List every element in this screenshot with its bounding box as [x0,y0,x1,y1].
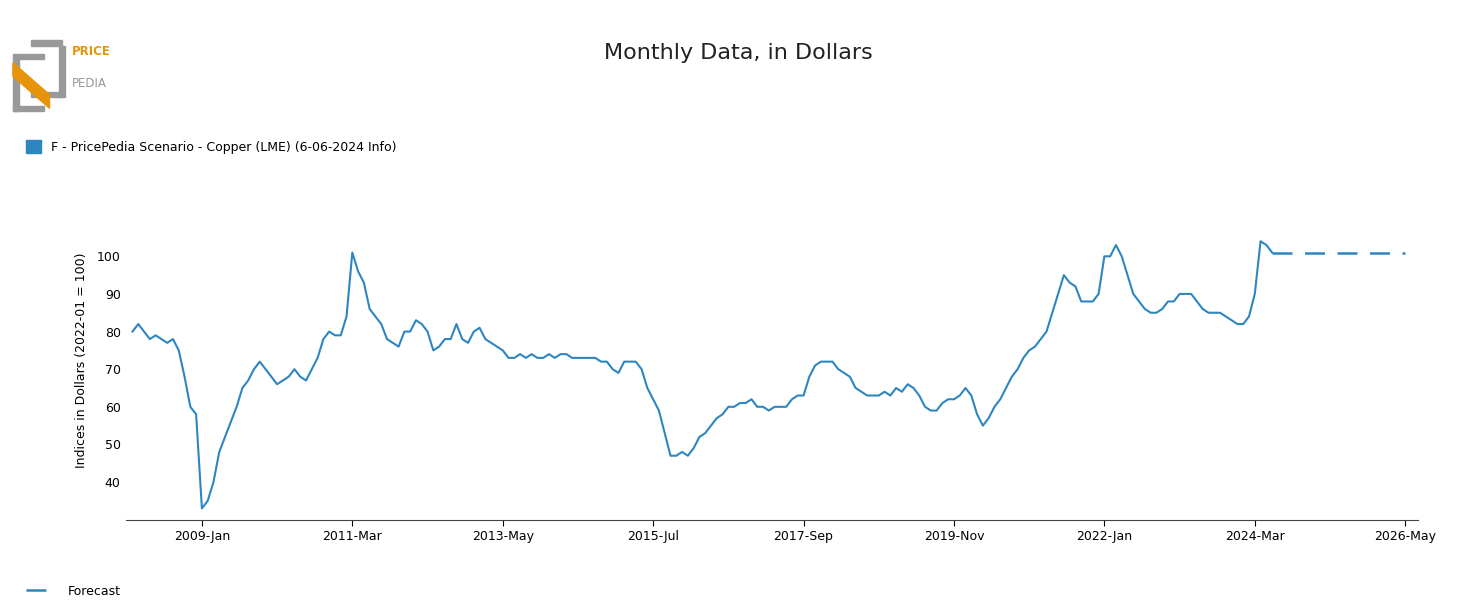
Bar [13,106,44,111]
Text: PEDIA: PEDIA [72,77,106,90]
Bar [13,54,44,59]
Bar [31,41,62,46]
Legend: F - PricePedia Scenario - Copper (LME) (6-06-2024 Info): F - PricePedia Scenario - Copper (LME) (… [21,135,402,159]
Polygon shape [31,79,50,108]
Bar [13,59,19,111]
Y-axis label: Indices in Dollars (2022-01 = 100): Indices in Dollars (2022-01 = 100) [75,252,89,467]
Polygon shape [13,63,31,92]
Bar [31,92,62,97]
Bar [59,46,65,97]
Legend: Forecast: Forecast [21,579,126,603]
Text: PRICE: PRICE [72,45,111,58]
Text: Monthly Data, in Dollars: Monthly Data, in Dollars [604,43,873,63]
